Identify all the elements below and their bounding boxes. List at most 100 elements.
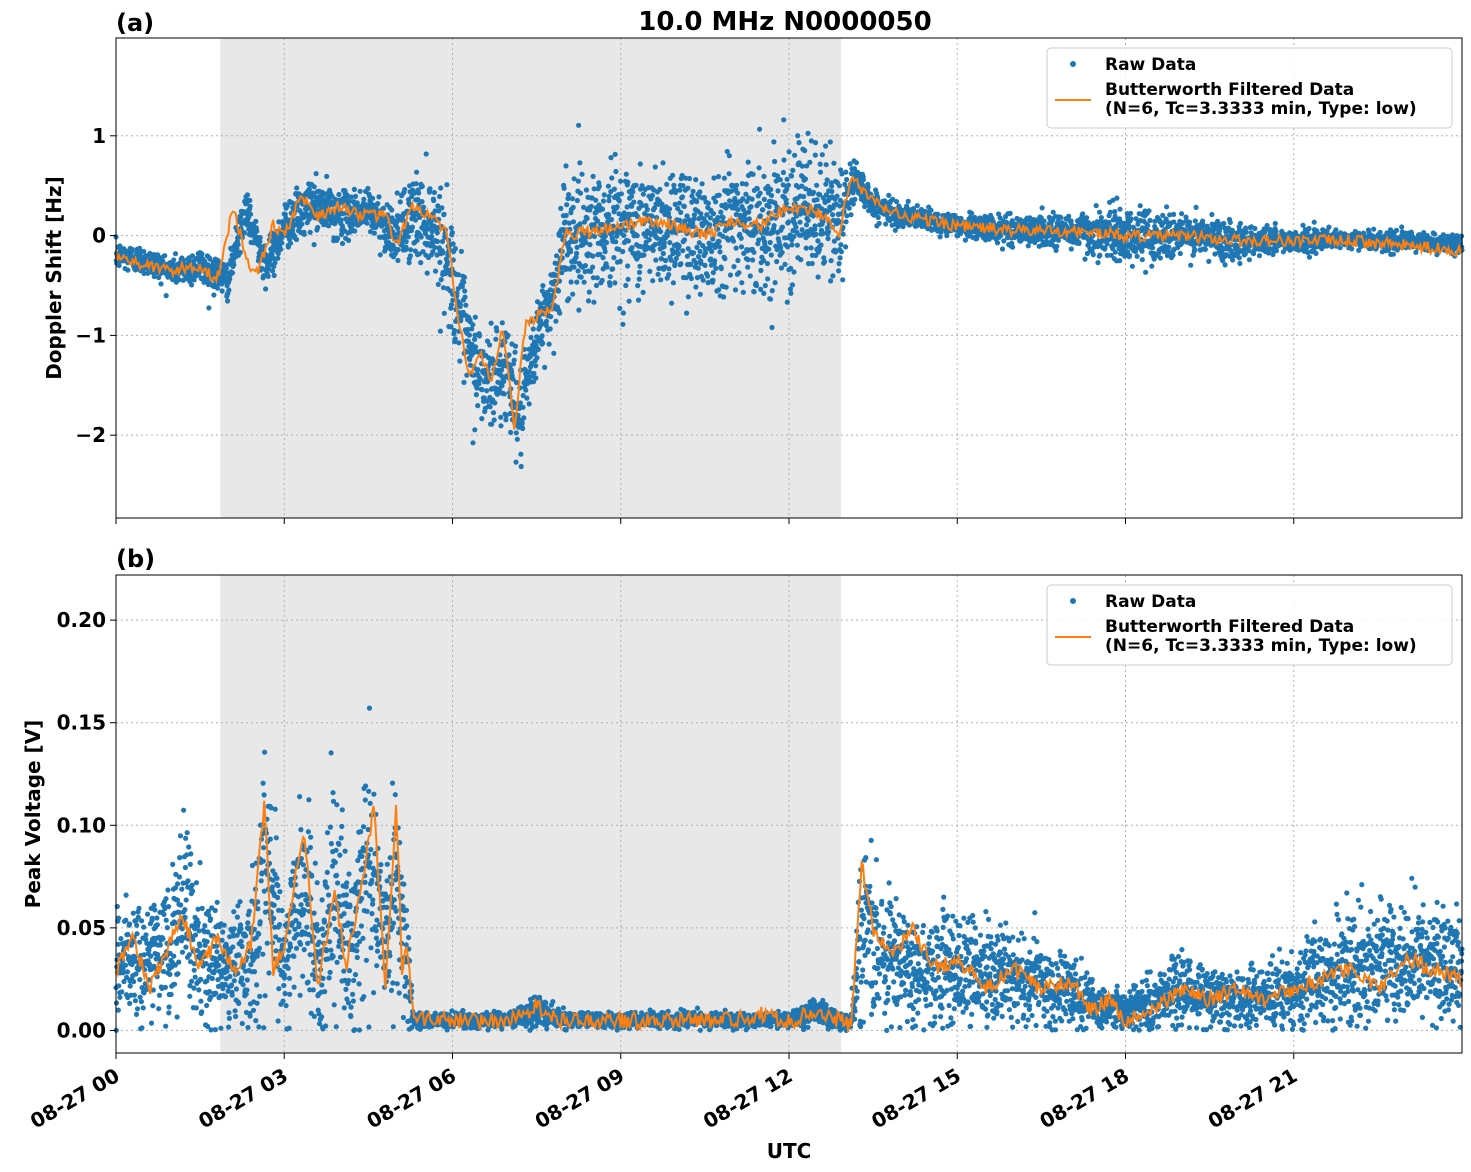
raw-data-point bbox=[1313, 250, 1319, 256]
raw-data-point bbox=[582, 263, 589, 269]
raw-data-point bbox=[604, 264, 610, 270]
raw-data-point bbox=[553, 318, 559, 324]
raw-data-point bbox=[657, 229, 664, 235]
raw-data-point bbox=[702, 262, 708, 268]
raw-data-point bbox=[808, 245, 814, 251]
raw-data-point bbox=[375, 201, 381, 207]
raw-data-point bbox=[848, 212, 854, 218]
raw-data-point bbox=[1066, 213, 1072, 219]
raw-data-point bbox=[1215, 218, 1221, 224]
raw-data-point bbox=[666, 266, 672, 272]
raw-data-point bbox=[751, 289, 757, 295]
raw-data-point bbox=[652, 164, 658, 170]
raw-data-point bbox=[490, 410, 497, 416]
raw-data-point bbox=[559, 270, 565, 276]
raw-data-point bbox=[440, 250, 446, 256]
raw-data-point bbox=[476, 381, 482, 387]
raw-data-point bbox=[450, 297, 456, 303]
raw-data-point bbox=[1164, 204, 1170, 210]
raw-data-point bbox=[623, 171, 629, 177]
raw-data-point bbox=[158, 281, 164, 287]
raw-data-point bbox=[533, 343, 539, 349]
raw-data-point bbox=[860, 177, 867, 183]
raw-data-point bbox=[635, 283, 641, 289]
raw-data-point bbox=[576, 307, 582, 313]
raw-data-point bbox=[1149, 263, 1155, 269]
raw-data-point bbox=[1054, 243, 1060, 249]
raw-data-point bbox=[567, 226, 573, 232]
raw-data-point bbox=[823, 162, 829, 168]
raw-data-point bbox=[780, 169, 787, 176]
raw-data-point bbox=[612, 280, 618, 286]
raw-data-point bbox=[1039, 205, 1045, 211]
raw-data-point bbox=[1093, 203, 1099, 209]
raw-data-point bbox=[637, 161, 643, 167]
raw-data-point bbox=[681, 237, 688, 243]
raw-data-point bbox=[819, 152, 825, 158]
raw-data-point bbox=[540, 283, 546, 289]
raw-data-point bbox=[237, 249, 243, 256]
raw-data-point bbox=[743, 181, 749, 187]
raw-data-point bbox=[265, 273, 271, 279]
raw-data-point bbox=[1237, 220, 1243, 227]
raw-data-point bbox=[1349, 246, 1355, 252]
raw-data-point bbox=[1222, 262, 1228, 268]
raw-data-point bbox=[234, 246, 240, 252]
raw-data-point bbox=[817, 161, 823, 167]
raw-data-point bbox=[688, 275, 694, 282]
raw-data-point bbox=[875, 214, 881, 220]
raw-data-point bbox=[586, 289, 592, 295]
raw-data-point bbox=[727, 272, 734, 278]
raw-data-point bbox=[601, 192, 607, 198]
raw-data-point bbox=[1311, 219, 1317, 225]
raw-data-point bbox=[444, 259, 450, 265]
raw-data-point bbox=[716, 287, 722, 293]
raw-data-point bbox=[695, 265, 701, 271]
raw-data-point bbox=[564, 202, 570, 208]
raw-data-point bbox=[1095, 260, 1101, 266]
raw-data-point bbox=[526, 369, 533, 375]
raw-data-point bbox=[837, 255, 843, 261]
raw-data-point bbox=[493, 336, 499, 342]
raw-data-point bbox=[472, 336, 478, 342]
raw-data-point bbox=[405, 224, 411, 230]
raw-data-point bbox=[348, 194, 354, 200]
raw-data-point bbox=[569, 196, 576, 202]
raw-data-point bbox=[475, 403, 481, 409]
raw-data-point bbox=[816, 247, 823, 253]
raw-data-point bbox=[625, 263, 631, 269]
raw-data-point bbox=[1139, 257, 1145, 263]
raw-data-point bbox=[503, 413, 509, 419]
raw-data-point bbox=[818, 242, 824, 248]
raw-data-point bbox=[722, 256, 728, 262]
raw-data-point bbox=[738, 244, 745, 250]
raw-data-point bbox=[151, 273, 157, 280]
raw-data-point bbox=[575, 178, 582, 184]
raw-data-point bbox=[846, 205, 852, 211]
raw-data-point bbox=[357, 188, 363, 194]
raw-data-point bbox=[1202, 246, 1208, 252]
raw-data-point bbox=[793, 224, 799, 230]
raw-data-point bbox=[660, 160, 666, 166]
raw-data-point bbox=[730, 238, 737, 244]
raw-data-point bbox=[747, 273, 753, 279]
raw-data-point bbox=[1134, 253, 1140, 259]
raw-data-point bbox=[172, 251, 179, 257]
raw-data-point bbox=[1188, 262, 1194, 268]
raw-data-point bbox=[377, 252, 383, 258]
raw-data-point bbox=[470, 440, 476, 446]
raw-data-point bbox=[757, 190, 763, 196]
raw-data-point bbox=[577, 221, 583, 227]
raw-data-point bbox=[702, 250, 709, 256]
raw-data-point bbox=[914, 203, 920, 209]
raw-data-point bbox=[772, 158, 778, 165]
raw-data-point bbox=[606, 212, 612, 218]
raw-data-point bbox=[850, 201, 856, 207]
raw-data-point bbox=[626, 298, 632, 304]
raw-data-point bbox=[817, 169, 824, 175]
raw-data-point bbox=[574, 250, 580, 256]
raw-data-point bbox=[830, 212, 836, 218]
raw-data-point bbox=[1157, 255, 1163, 261]
raw-data-point bbox=[735, 190, 741, 196]
raw-data-point bbox=[937, 234, 943, 240]
